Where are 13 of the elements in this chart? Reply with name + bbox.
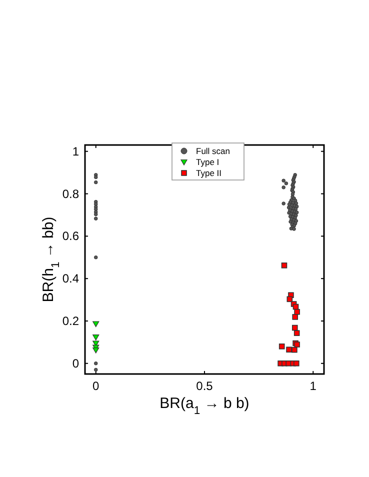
x-tick-label: 0.5: [196, 379, 214, 393]
legend-label: Type II: [196, 168, 222, 178]
x-tick-label: 0: [92, 379, 100, 393]
x-axis-title: BR(a$_{1}$ → b b): [160, 395, 250, 417]
y-tick-label: 0.4: [62, 272, 80, 286]
legend-label: Full scan: [196, 146, 230, 156]
y-tick-label: 0.8: [62, 186, 80, 201]
y-tick-label: 0.2: [62, 314, 80, 328]
legend-label: Type I: [196, 157, 220, 167]
y-tick-label: 1: [72, 144, 80, 158]
y-tick-label: 0.6: [62, 229, 80, 244]
x-tick-label: 1: [310, 379, 317, 393]
y-tick-label: 0: [72, 356, 80, 370]
